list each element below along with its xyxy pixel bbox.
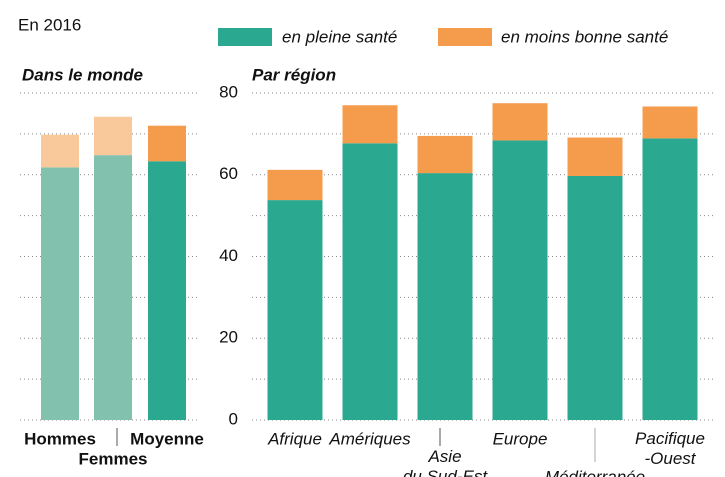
x-tick-label: Amériques: [328, 429, 411, 448]
panel-title: Par région: [252, 65, 336, 84]
bar-segment: [342, 143, 398, 420]
bar-segment: [267, 200, 323, 420]
x-tick-label: Afrique: [267, 429, 322, 448]
y-tick-label: 60: [219, 164, 238, 183]
x-tick-label: Moyenne: [130, 429, 204, 448]
y-tick-label: 20: [219, 328, 238, 347]
legend-swatch: [218, 28, 272, 46]
bar-segment: [41, 134, 79, 168]
bar-segment: [492, 103, 548, 141]
subtitle: En 2016: [18, 15, 81, 34]
bar-segment: [417, 173, 473, 420]
bar-segment: [492, 140, 548, 421]
bar-segment: [94, 116, 132, 156]
x-tick-label: Méditerranée: [545, 467, 645, 477]
panel-title: Dans le monde: [22, 65, 143, 84]
bar-segment: [642, 138, 698, 420]
x-tick-label: Europe: [493, 429, 548, 448]
bar-segment: [567, 137, 623, 176]
bar-segment: [148, 125, 186, 162]
bar-segment: [148, 161, 186, 421]
bar-segment: [417, 135, 473, 174]
bar-segment: [267, 169, 323, 201]
legend-swatch: [438, 28, 492, 46]
y-tick-label: 80: [219, 82, 238, 101]
y-tick-label: 40: [219, 246, 238, 265]
x-tick-label: Asie du Sud-Est: [403, 447, 488, 477]
y-tick-label: 0: [229, 409, 238, 428]
bar-segment: [642, 106, 698, 139]
bar-segment: [94, 155, 132, 420]
bar-segment: [567, 175, 623, 420]
x-tick-label: Hommes: [24, 429, 96, 448]
x-tick-label: Femmes: [79, 449, 148, 468]
bar-segment: [342, 105, 398, 144]
bar-segment: [41, 167, 79, 420]
legend-label: en pleine santé: [282, 27, 397, 46]
x-tick-label: Pacifique -Ouest: [635, 429, 705, 468]
legend-label: en moins bonne santé: [501, 27, 668, 46]
